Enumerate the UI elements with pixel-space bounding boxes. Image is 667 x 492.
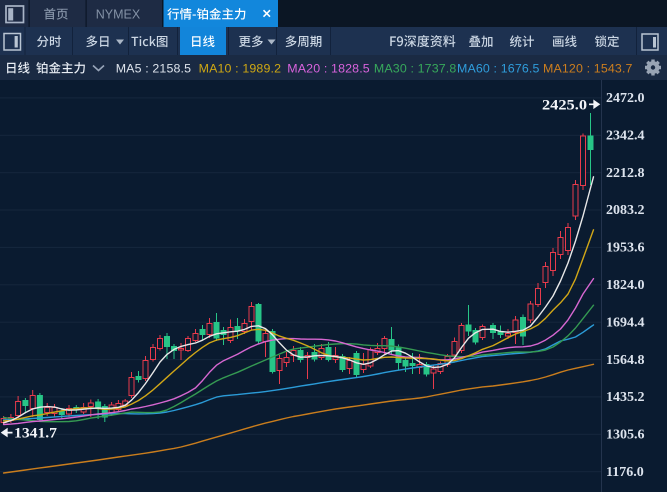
svg-text:1305.6: 1305.6 bbox=[606, 428, 645, 443]
svg-text:1694.4: 1694.4 bbox=[606, 315, 645, 330]
svg-text:MA20 : 1828.5: MA20 : 1828.5 bbox=[287, 61, 370, 75]
svg-text:MA5 : 2158.5: MA5 : 2158.5 bbox=[116, 61, 192, 75]
svg-text:2212.8: 2212.8 bbox=[606, 166, 645, 181]
svg-text:2472.0: 2472.0 bbox=[606, 91, 645, 106]
svg-text:MA120 : 1543.7: MA120 : 1543.7 bbox=[543, 61, 633, 75]
svg-text:NYMEX: NYMEX bbox=[96, 8, 141, 22]
svg-text:MA10 : 1989.2: MA10 : 1989.2 bbox=[199, 61, 282, 75]
svg-text:MA60 : 1676.5: MA60 : 1676.5 bbox=[457, 61, 540, 75]
svg-text:2425.0: 2425.0 bbox=[542, 98, 587, 114]
svg-text:1435.2: 1435.2 bbox=[606, 390, 645, 405]
svg-text:1176.0: 1176.0 bbox=[606, 465, 644, 480]
svg-text:2342.4: 2342.4 bbox=[606, 129, 645, 144]
svg-text:1953.6: 1953.6 bbox=[606, 241, 645, 256]
svg-text:1564.8: 1564.8 bbox=[606, 353, 645, 368]
svg-text:MA30 : 1737.8: MA30 : 1737.8 bbox=[374, 61, 457, 75]
svg-text:1341.7: 1341.7 bbox=[14, 426, 58, 442]
svg-text:2083.2: 2083.2 bbox=[606, 203, 645, 218]
svg-text:1824.0: 1824.0 bbox=[606, 278, 645, 293]
